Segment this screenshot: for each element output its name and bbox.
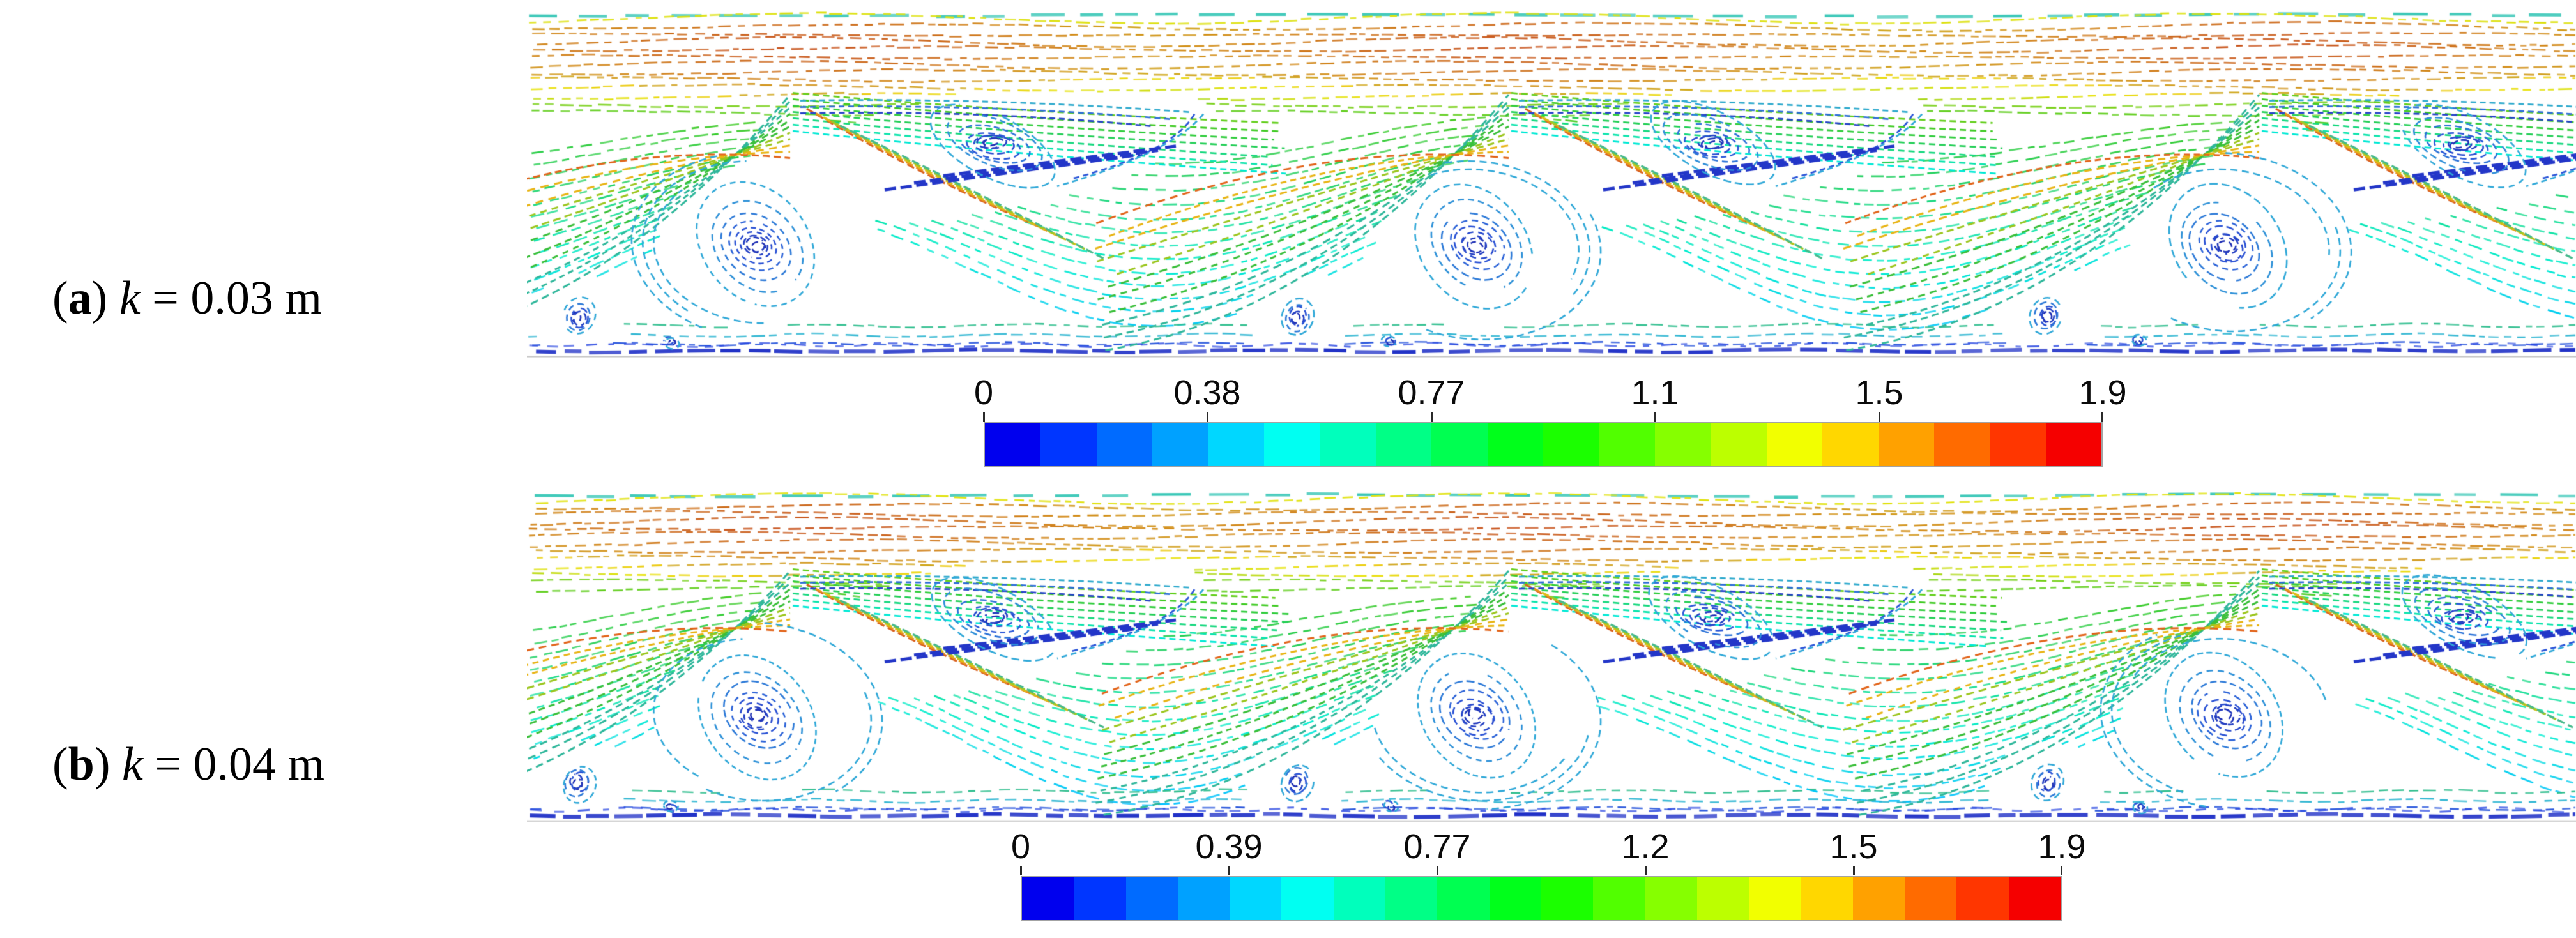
colorbar-segment [1281, 877, 1334, 920]
colorbar-segment [2008, 877, 2061, 920]
panel-a-label: (a) k = 0.03 m [5, 217, 322, 380]
colorbar-segment [1990, 423, 2046, 466]
panel-b-value: = 0.04 m [142, 738, 325, 790]
streamline-plot-b [527, 488, 2576, 825]
colorbar-segment [1487, 423, 1544, 466]
panel-b-letter: b [68, 738, 95, 790]
colorbar-segment [1905, 877, 1957, 920]
colorbar-a-tick-label-3: 1.1 [1631, 374, 1679, 412]
colorbar-segment [1645, 877, 1697, 920]
colorbar-b-tickmark-5 [2061, 866, 2062, 875]
colorbar-b-tickmark-4 [1853, 866, 1855, 875]
panel-b-paren-close: ) [94, 738, 122, 790]
colorbar-segment [1022, 877, 1074, 920]
panel-a-symbol: k [119, 272, 141, 324]
colorbar-segment [1878, 423, 1934, 466]
colorbar-segment [1822, 423, 1879, 466]
colorbar-b-tick-label-3: 1.2 [1621, 828, 1670, 866]
colorbar-a-tickmark-1 [1207, 412, 1208, 422]
colorbar-segment [1208, 423, 1265, 466]
colorbar-segment [1749, 877, 1801, 920]
colorbar-b-tick-label-0: 0 [1010, 828, 1031, 866]
colorbar-segment [1074, 877, 1126, 920]
colorbar-a-tickmark-3 [1654, 412, 1656, 422]
colorbar-segment [1096, 423, 1153, 466]
colorbar-a-tick-label-2: 0.77 [1398, 374, 1465, 412]
colorbar-segment [1696, 877, 1749, 920]
panel-a-letter: a [68, 272, 92, 324]
colorbar-segment [1599, 423, 1655, 466]
colorbar-segment [1593, 877, 1645, 920]
colorbar-a-tickmark-2 [1431, 412, 1433, 422]
colorbar-a-tick-label-0: 0 [973, 374, 994, 412]
panel-b-paren-open: ( [52, 738, 68, 790]
panel-a-paren-open: ( [52, 272, 68, 324]
panel-a-value: = 0.03 m [140, 272, 322, 324]
colorbar-segment [1543, 423, 1599, 466]
colorbar-b-tickmark-3 [1645, 866, 1647, 875]
colorbar-segment [1852, 877, 1905, 920]
colorbar-segment [1385, 877, 1438, 920]
colorbar-b-tickmark-2 [1437, 866, 1438, 875]
colorbar-segment [1177, 877, 1230, 920]
colorbar-a-tickmark-5 [2101, 412, 2103, 422]
colorbar-b-tickmark-0 [1020, 866, 1022, 875]
colorbar-segment [1801, 877, 1853, 920]
colorbar-segment [985, 423, 1041, 466]
colorbar-a-tickmark-0 [983, 412, 985, 422]
panel-b-label: (b) k = 0.04 m [5, 683, 324, 846]
colorbar-segment [1956, 877, 2009, 920]
colorbar-segment [1152, 423, 1208, 466]
colorbar-b-tickmark-1 [1228, 866, 1230, 875]
colorbar-segment [1541, 877, 1594, 920]
colorbar-segment [1654, 423, 1711, 466]
colorbar-segment [1489, 877, 1541, 920]
colorbar-segment [1333, 877, 1386, 920]
colorbar-b-tick-label-2: 0.77 [1403, 828, 1471, 866]
streamline-plot-a [527, 8, 2576, 361]
colorbar-segment [1125, 877, 1178, 920]
colorbar-segment [1230, 877, 1282, 920]
colorbar-b-tick-label-1: 0.39 [1195, 828, 1263, 866]
colorbar-segment [1264, 423, 1320, 466]
colorbar-a-bar [984, 422, 2103, 467]
panel-b-symbol: k [121, 738, 143, 790]
colorbar-b-bar [1021, 876, 2062, 921]
colorbar-b-tick-label-4: 1.5 [1829, 828, 1878, 866]
colorbar-segment [1375, 423, 1432, 466]
colorbar-segment [1437, 877, 1490, 920]
colorbar-b-tick-label-5: 1.9 [2038, 828, 2086, 866]
colorbar-segment [1766, 423, 1823, 466]
panel-a-paren-close: ) [91, 272, 119, 324]
colorbar-segment [1933, 423, 1990, 466]
colorbar-segment [1320, 423, 1376, 466]
colorbar-a-tick-label-1: 0.38 [1173, 374, 1241, 412]
colorbar-segment [1040, 423, 1097, 466]
colorbar-a-tick-label-4: 1.5 [1855, 374, 1903, 412]
colorbar-segment [2045, 423, 2102, 466]
colorbar-segment [1431, 423, 1488, 466]
colorbar-segment [1711, 423, 1767, 466]
colorbar-a-tickmark-4 [1879, 412, 1880, 422]
colorbar-a-tick-label-5: 1.9 [2078, 374, 2127, 412]
